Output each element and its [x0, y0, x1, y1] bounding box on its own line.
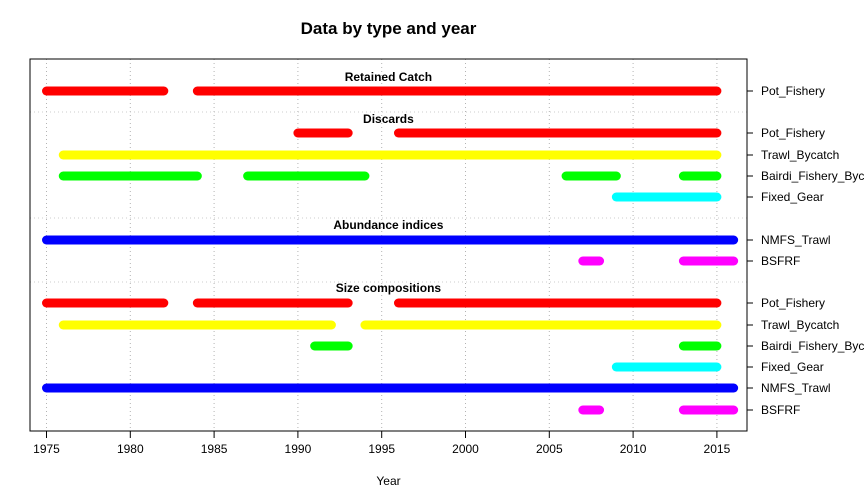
group-title: Abundance indices [333, 218, 443, 232]
x-tick-label: 2005 [536, 442, 563, 456]
x-tick-label: 1995 [368, 442, 395, 456]
plot-frame [29, 58, 748, 432]
group-title: Discards [363, 112, 414, 126]
y-tick-label: Pot_Fishery [761, 126, 825, 140]
y-tick-label: Bairdi_Fishery_Bycatch [761, 339, 864, 353]
y-tick-label: Pot_Fishery [761, 296, 825, 310]
y-tick-label: Pot_Fishery [761, 84, 825, 98]
group-title: Size compositions [336, 281, 442, 295]
x-tick-label: 1985 [201, 442, 228, 456]
x-tick-label: 2000 [452, 442, 479, 456]
y-tick-label: NMFS_Trawl [761, 381, 831, 395]
y-tick-label: Trawl_Bycatch [761, 148, 839, 162]
x-tick-label: 2010 [620, 442, 647, 456]
x-axis-label: Year [376, 474, 401, 488]
y-tick-label: Fixed_Gear [761, 190, 824, 204]
x-tick-label: 1980 [117, 442, 144, 456]
chart-title: Data by type and year [300, 19, 477, 38]
y-tick-label: Trawl_Bycatch [761, 318, 839, 332]
y-tick-label: Fixed_Gear [761, 360, 824, 374]
y-tick-label: NMFS_Trawl [761, 233, 831, 247]
x-tick-label: 2015 [704, 442, 731, 456]
x-tick-label: 1975 [33, 442, 60, 456]
y-tick-label: Bairdi_Fishery_Bycatch [761, 169, 864, 183]
x-tick-label: 1990 [285, 442, 312, 456]
y-tick-label: BSFRF [761, 254, 800, 268]
group-title: Retained Catch [345, 70, 432, 84]
y-tick-label: BSFRF [761, 403, 800, 417]
